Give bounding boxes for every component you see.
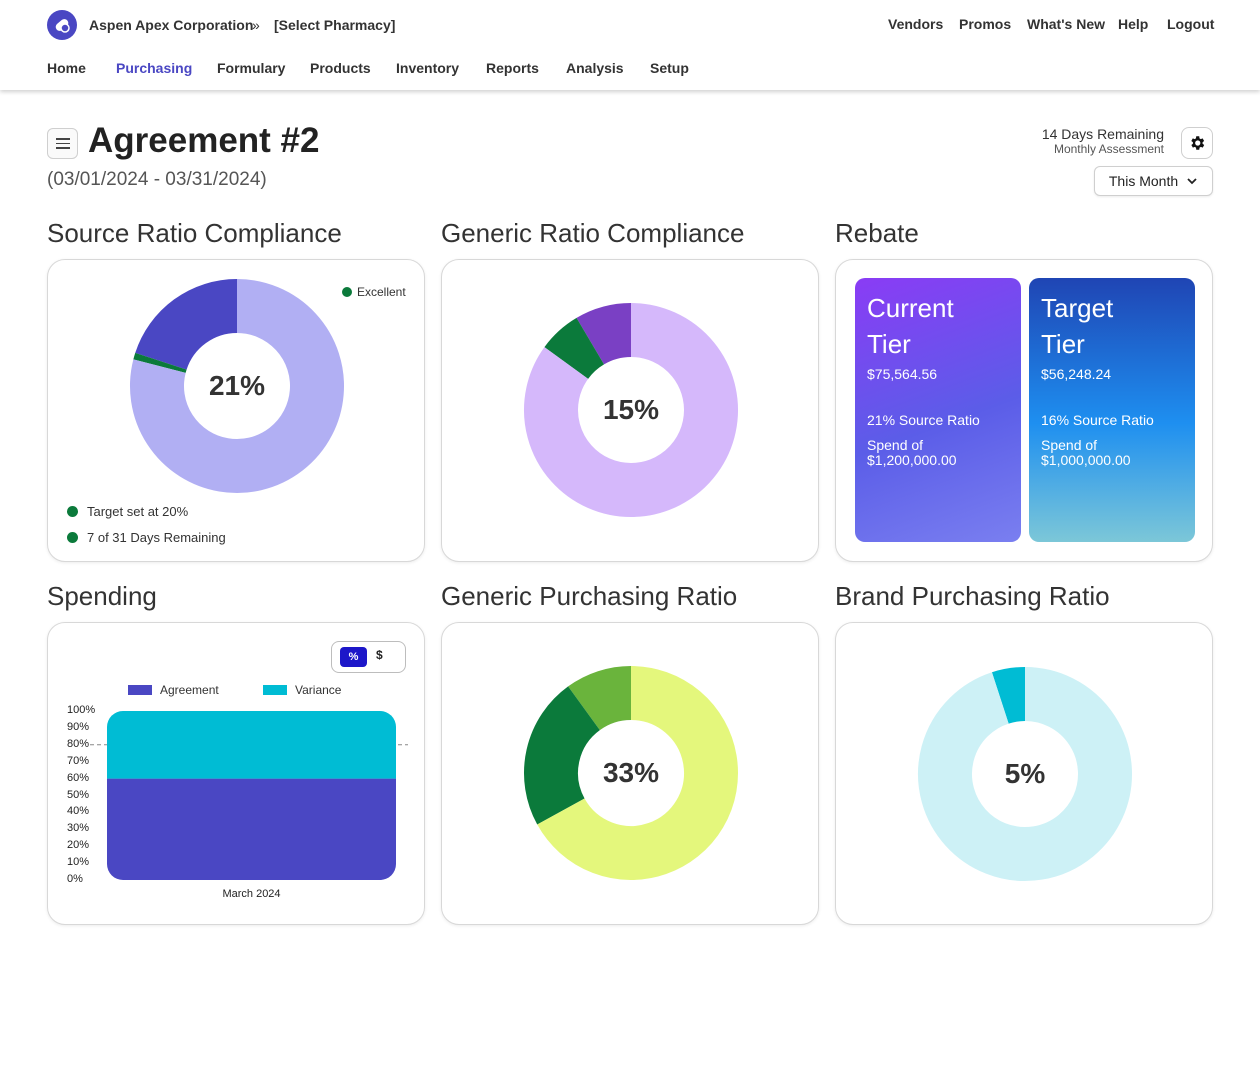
tab-home[interactable]: Home: [47, 60, 86, 76]
y-tick-label: 70%: [67, 754, 90, 767]
nav-whats-new[interactable]: What's New: [1027, 16, 1106, 32]
source-ratio-title: Source Ratio Compliance: [47, 218, 342, 248]
generic_purchasing-segment-dark-green[interactable]: [524, 686, 601, 825]
legend-agreement: Agreement: [128, 683, 219, 697]
generic_ratio-segment-generic[interactable]: [576, 303, 633, 365]
tab-setup[interactable]: Setup: [650, 60, 689, 76]
source_ratio-segment-remaining[interactable]: [130, 279, 344, 493]
brand-purchasing-card: 5%: [835, 622, 1213, 925]
legend-variance: Variance: [263, 683, 341, 697]
current-tier-spend: Spend of $1,200,000.00: [867, 437, 957, 468]
spending-chart: [90, 711, 408, 880]
y-tick-label: 100%: [67, 704, 96, 716]
days-note: 7 of 31 Days Remaining: [67, 530, 226, 545]
y-tick-label: 30%: [67, 822, 90, 835]
tab-purchasing[interactable]: Purchasing: [116, 60, 193, 76]
current-tier-title-1: Current: [867, 293, 954, 323]
brand-purchasing-donut: [918, 667, 1132, 881]
source_ratio-segment-source[interactable]: [135, 279, 239, 371]
generic-ratio-value: 15%: [602, 394, 660, 425]
x-axis-label: March 2024: [222, 888, 281, 900]
target-tier-title-1: Target: [1041, 293, 1114, 323]
settings-button[interactable]: [1181, 127, 1213, 159]
days-remaining: 14 Days Remaining: [1041, 126, 1164, 142]
current-tier-ratio: 21% Source Ratio: [867, 412, 980, 428]
hamburger-icon: [55, 138, 70, 140]
generic-purchasing-value: 33%: [602, 757, 660, 788]
tab-inventory[interactable]: Inventory: [396, 60, 460, 76]
period-select-value: This Month: [1108, 173, 1179, 189]
target-tier-ratio: 16% Source Ratio: [1041, 412, 1154, 428]
brand-purchasing-title: Brand Purchasing Ratio: [835, 581, 1110, 611]
company-name[interactable]: Aspen Apex Corporation: [89, 17, 254, 33]
brand-purchasing-value: 5%: [1004, 758, 1046, 789]
current-tier-title-2: Tier: [867, 329, 911, 359]
y-tick-label: 0%: [67, 873, 83, 885]
generic-ratio-title: Generic Ratio Compliance: [441, 218, 745, 248]
dollar-toggle-button[interactable]: $: [376, 648, 383, 662]
bar-agreement[interactable]: [107, 778, 396, 880]
nav-promos[interactable]: Promos: [959, 16, 1012, 32]
bar-variance[interactable]: [107, 711, 396, 779]
y-tick-label: 60%: [67, 771, 90, 784]
generic-purchasing-title: Generic Purchasing Ratio: [441, 581, 738, 611]
generic-ratio-donut: [524, 303, 738, 517]
tab-products[interactable]: Products: [310, 60, 371, 76]
y-tick-label: 50%: [67, 788, 90, 801]
brand_purchasing-segment-remaining[interactable]: [918, 667, 1132, 881]
top-header: Aspen Apex Corporation » [Select Pharmac…: [0, 0, 1260, 90]
source-ratio-donut: [130, 279, 344, 493]
generic-ratio-card: 15%: [441, 259, 819, 562]
target-tier-title-2: Tier: [1041, 329, 1085, 359]
spending-title: Spending: [47, 581, 157, 611]
generic-purchasing-card: 33%: [441, 622, 819, 925]
period-select[interactable]: This Month: [1094, 166, 1213, 196]
target-tier-tile[interactable]: Target Tier $56,248.24 16% Source Ratio …: [1029, 278, 1195, 542]
generic_ratio-segment-green[interactable]: [544, 317, 605, 380]
generic_purchasing-segment-remaining[interactable]: [537, 666, 738, 880]
pharmacy-selector[interactable]: [Select Pharmacy]: [274, 17, 396, 33]
current-tier-amount: $75,564.56: [867, 366, 938, 382]
target-note: Target set at 20%: [67, 504, 188, 519]
target-tier-spend: Spend of $1,000,000.00: [1041, 437, 1131, 468]
gear-icon: [1191, 136, 1205, 150]
assessment-label: Monthly Assessment: [1053, 142, 1164, 156]
unit-toggle[interactable]: % $: [331, 641, 406, 673]
page-title: Agreement #2: [88, 121, 320, 160]
y-tick-label: 40%: [67, 805, 90, 818]
generic-purchasing-donut: [524, 666, 738, 880]
y-tick-label: 20%: [67, 839, 90, 852]
menu-toggle-button[interactable]: [47, 128, 78, 159]
chevron-down-icon: [1187, 178, 1197, 185]
nav-vendors[interactable]: Vendors: [888, 16, 944, 32]
rebate-title: Rebate: [835, 218, 919, 248]
nav-help[interactable]: Help: [1118, 16, 1149, 32]
tab-reports[interactable]: Reports: [486, 60, 539, 76]
generic_purchasing-segment-light-green[interactable]: [568, 666, 633, 731]
y-tick-label: 80%: [67, 737, 90, 750]
target-tier-amount: $56,248.24: [1041, 366, 1112, 382]
tab-analysis[interactable]: Analysis: [566, 60, 624, 76]
legend-excellent: Excellent: [342, 285, 406, 299]
percent-toggle-button[interactable]: %: [340, 647, 367, 667]
y-tick-label: 90%: [67, 720, 90, 733]
source-ratio-card: 21% Excellent Target set at 20% 7 of 31 …: [47, 259, 425, 562]
current-tier-tile[interactable]: Current Tier $75,564.56 21% Source Ratio…: [855, 278, 1021, 542]
brand_purchasing-segment-brand[interactable]: [991, 667, 1027, 724]
logo-icon[interactable]: [47, 10, 77, 40]
rebate-card: Current Tier $75,564.56 21% Source Ratio…: [835, 259, 1213, 562]
agreement-dates: (03/01/2024 - 03/31/2024): [47, 169, 267, 190]
spending-card: % $ Agreement Variance 100% 90% 80% 70% 60% 5…: [47, 622, 425, 925]
generic_ratio-segment-remaining[interactable]: [524, 303, 738, 517]
source-ratio-value: 21%: [208, 370, 266, 401]
nav-logout[interactable]: Logout: [1167, 16, 1215, 32]
breadcrumb-separator: »: [252, 17, 260, 33]
source_ratio-segment-excellent[interactable]: [133, 352, 187, 374]
tab-formulary[interactable]: Formulary: [217, 60, 286, 76]
y-tick-label: 10%: [67, 856, 90, 869]
